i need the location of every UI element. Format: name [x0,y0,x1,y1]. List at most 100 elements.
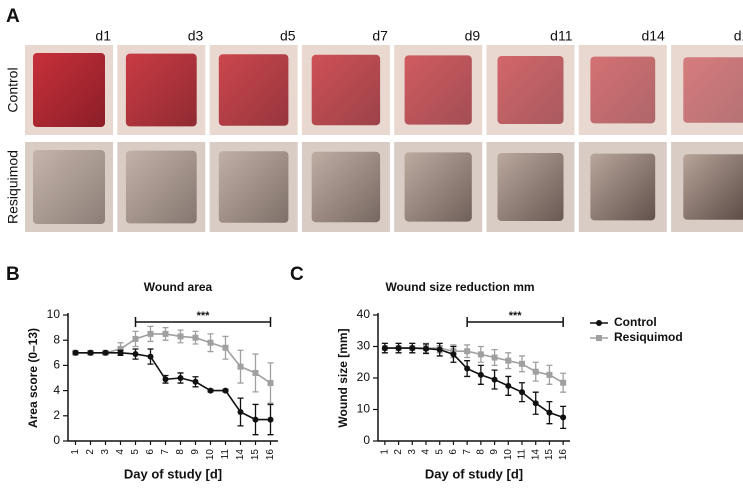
data-point [117,346,124,353]
y-tick-label: 20 [357,370,371,384]
data-point [87,349,94,356]
wound-photo [33,150,105,224]
data-point [423,345,429,352]
data-point [464,365,471,372]
data-point [237,409,244,416]
data-point [267,416,274,423]
data-point [177,375,184,381]
chart-title: Wound area [144,280,213,294]
day-label: d1 [95,28,111,44]
x-tick-label: 11 [517,449,528,460]
x-tick-label: 2 [393,449,404,455]
x-tick-label: 2 [85,449,96,455]
data-point [450,351,457,358]
x-tick-label: 11 [220,449,231,460]
y-tick-label: 2 [53,408,60,422]
data-point [102,349,109,356]
x-tick-label: 4 [421,449,432,455]
data-point [395,345,402,352]
y-tick-label: 40 [357,307,371,321]
panel-label: B [6,264,20,285]
data-point [532,368,539,375]
day-label: d9 [465,28,481,44]
wound-photo [311,54,381,126]
data-point [132,335,139,342]
y-tick-label: 8 [53,332,60,346]
data-point [147,330,154,337]
y-axis-label: Wound size [mm] [336,328,350,427]
wound-photo [497,56,564,124]
data-point [464,348,471,355]
y-tick-label: 30 [357,339,371,353]
y-tick-label: 10 [357,402,371,416]
data-point [532,400,539,407]
data-point [222,344,229,351]
data-point [192,334,199,341]
day-label: d11 [550,28,573,44]
x-tick-label: 3 [100,449,111,455]
x-tick-label: 5 [130,449,141,455]
wound-photo [125,53,197,127]
legend-marker [596,335,602,341]
day-label: d7 [372,28,388,44]
data-point [252,416,259,423]
x-tick-label: 6 [145,449,156,455]
x-tick-label: 7 [462,449,473,455]
day-label: d5 [280,28,296,44]
wound-photo [311,151,381,223]
data-point [117,349,124,356]
data-point [491,354,498,361]
significance-label: *** [509,310,523,322]
x-tick-label: 3 [407,449,418,455]
data-point [409,345,416,352]
wound-photo [497,153,564,221]
wound-photo [404,152,472,222]
significance-bracket [466,317,564,327]
wound-photo [33,53,105,127]
wound-photo [683,57,743,123]
x-tick-label: 10 [503,449,514,461]
wound-photo [404,55,472,125]
data-point [252,369,259,376]
wound-photo [590,153,656,221]
chart-title: Wound size reduction mm [385,280,534,294]
x-tick-label: 9 [190,449,201,455]
data-point [505,382,512,389]
legend-label: Resiquimod [614,330,683,344]
x-tick-label: 8 [475,449,486,455]
x-tick-label: 6 [448,449,459,455]
series-line [75,333,271,384]
x-tick-label: 9 [489,449,500,455]
day-label: d14 [641,28,665,44]
wound-photo [683,154,743,220]
y-tick-label: 6 [53,358,60,372]
wound-photo [218,54,289,126]
wound-photo [590,56,656,124]
x-axis-label: Day of study [d] [425,466,523,481]
data-point [162,376,169,383]
x-tick-label: 4 [115,449,126,455]
x-tick-label: 14 [235,449,246,461]
y-tick-label: 0 [53,433,60,447]
x-tick-label: 16 [265,449,276,461]
x-tick-label: 15 [250,449,261,461]
data-point [491,376,498,383]
x-tick-label: 1 [379,449,390,455]
row-label: Resiquimod [5,150,21,224]
x-tick-label: 10 [205,449,216,461]
data-point [560,414,567,421]
x-tick-label: 7 [160,449,171,455]
data-point [546,371,553,378]
data-point [436,346,443,353]
data-point [237,363,244,370]
panel-label: A [6,6,20,27]
data-point [477,371,484,378]
data-point [560,379,567,386]
data-point [519,389,525,396]
legend-marker [596,320,602,326]
x-tick-label: 15 [544,449,555,461]
x-tick-label: 1 [70,449,81,455]
data-point [162,330,169,337]
x-axis-label: Day of study [d] [124,466,222,481]
